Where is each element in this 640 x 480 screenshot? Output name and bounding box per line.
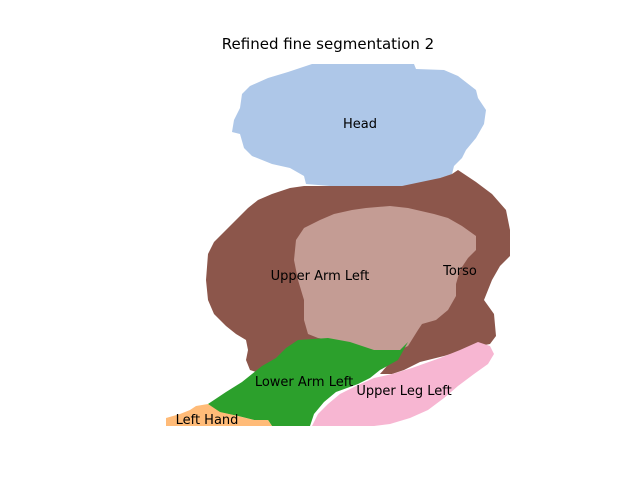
- segment-head-region: [232, 64, 486, 186]
- segment-upper-arm-left-region: [294, 206, 476, 350]
- figure-title: Refined fine segmentation 2: [222, 35, 434, 53]
- segment-lower-arm-left-region: [208, 338, 408, 426]
- segment-upper-leg-left-region: [312, 342, 494, 426]
- segment-label-upper-leg-left: Upper Leg Left: [356, 384, 451, 399]
- segment-label-upper-arm-left: Upper Arm Left: [271, 269, 370, 284]
- segment-label-torso: Torso: [442, 264, 477, 279]
- segment-label-lower-arm-left: Lower Arm Left: [255, 375, 353, 390]
- segment-left-hand-region: [166, 404, 272, 426]
- segment-label-head: Head: [343, 117, 377, 132]
- segment-label-left-hand: Left Hand: [176, 413, 239, 428]
